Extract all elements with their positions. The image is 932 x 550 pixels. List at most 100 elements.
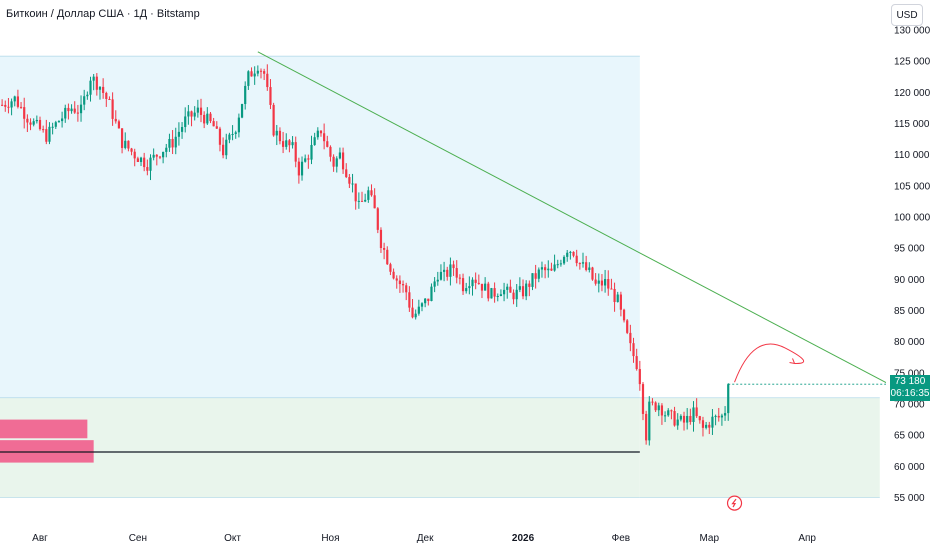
candle-body [215, 126, 218, 129]
candle-body [146, 167, 149, 171]
zone-1 [0, 397, 640, 498]
candle-body [373, 195, 376, 209]
candle-body [581, 262, 585, 264]
candle-body [26, 118, 29, 123]
candles-layer [1, 64, 730, 446]
candle-body [414, 313, 417, 318]
price-tick-label: 55 000 [894, 493, 925, 504]
price-tick-label: 85 000 [894, 306, 925, 317]
candle-body [638, 369, 641, 385]
candle-body [218, 128, 222, 145]
candle-body [679, 415, 682, 420]
candle-body [424, 298, 427, 304]
candle-body [597, 280, 600, 284]
candle-body [651, 401, 654, 403]
candle-body [234, 132, 237, 135]
candle-body [553, 264, 556, 271]
candle-body [622, 309, 626, 321]
candle-body [73, 108, 76, 113]
candle-body [364, 199, 367, 202]
candle-body [433, 281, 436, 287]
last-price-value: 73 180 [894, 376, 926, 387]
time-tick-label: Фев [612, 533, 630, 544]
candle-body [572, 251, 575, 256]
candle-body [575, 255, 578, 264]
price-tick-label: 105 000 [894, 181, 931, 192]
lightning-glyph [731, 498, 737, 508]
candle-body [550, 268, 553, 271]
candle-body [341, 152, 345, 170]
candle-body [360, 200, 364, 202]
candle-body [588, 267, 591, 270]
candle-body [4, 104, 7, 107]
candle-body [727, 384, 730, 414]
candle-body [64, 107, 67, 119]
candle-body [117, 121, 121, 129]
price-axis[interactable]: 55 000 60 000 65 000 70 000 75 000 80 000 85 0… [886, 0, 932, 550]
candle-body [326, 141, 329, 147]
candle-body [398, 280, 401, 285]
candle-body [540, 267, 544, 270]
time-axis[interactable]: Авг Сен Окт Ноя Дек 2026 Фев Мар Апр [32, 533, 816, 544]
candle-body [480, 283, 484, 291]
candle-body [130, 148, 133, 152]
candle-body [528, 283, 531, 287]
price-tick-label: 120 000 [894, 88, 931, 99]
candle-body [591, 267, 594, 280]
candle-body [512, 292, 515, 300]
price-tick-label: 100 000 [894, 213, 931, 224]
candle-body [506, 286, 509, 290]
candle-body [76, 112, 79, 114]
candle-body [701, 420, 705, 428]
candle-body [13, 96, 16, 102]
candle-body [29, 122, 32, 125]
candle-body [354, 183, 357, 202]
candle-body [468, 286, 471, 289]
candle-body [105, 92, 108, 100]
candle-body [48, 126, 51, 142]
candle-body [240, 104, 244, 118]
candle-body [692, 407, 695, 422]
candle-body [682, 415, 686, 423]
candle-body [124, 140, 127, 148]
candle-body [10, 101, 13, 108]
candle-body [547, 268, 550, 271]
candle-body [247, 71, 250, 86]
candle-body [405, 285, 408, 293]
time-tick-label: Апр [798, 533, 816, 544]
candle-body [490, 288, 493, 299]
candle-body [319, 130, 323, 134]
candle-body [629, 332, 632, 344]
chart-title: Биткоин / Доллар США · 1Д · Bitstamp [6, 8, 200, 20]
candle-body [193, 112, 196, 117]
candle-body [345, 169, 348, 178]
candle-body [610, 288, 613, 290]
candle-body [275, 130, 278, 136]
currency-button[interactable]: USD [891, 4, 923, 26]
candle-body [190, 111, 193, 117]
candle-body [307, 158, 310, 160]
candle-body [79, 104, 83, 114]
candle-body [496, 295, 499, 297]
candle-body [1, 104, 4, 106]
candle-body [187, 111, 190, 117]
trend-line [257, 51, 922, 402]
candle-body [383, 248, 386, 250]
candle-body [35, 119, 38, 122]
candle-body [45, 129, 48, 142]
time-tick-label: Окт [224, 533, 241, 544]
candle-body [420, 303, 424, 307]
candle-body [95, 76, 98, 90]
candle-body [714, 415, 717, 417]
candle-body [288, 140, 291, 146]
candle-body [228, 134, 231, 140]
candle-body [717, 415, 720, 418]
candle-body [209, 113, 212, 122]
candle-body [518, 286, 521, 290]
candle-body [578, 263, 581, 265]
candle-body [436, 279, 439, 282]
candle-body [143, 157, 146, 168]
price-tick-label: 75 000 [894, 368, 925, 379]
price-tick-label: 95 000 [894, 244, 925, 255]
